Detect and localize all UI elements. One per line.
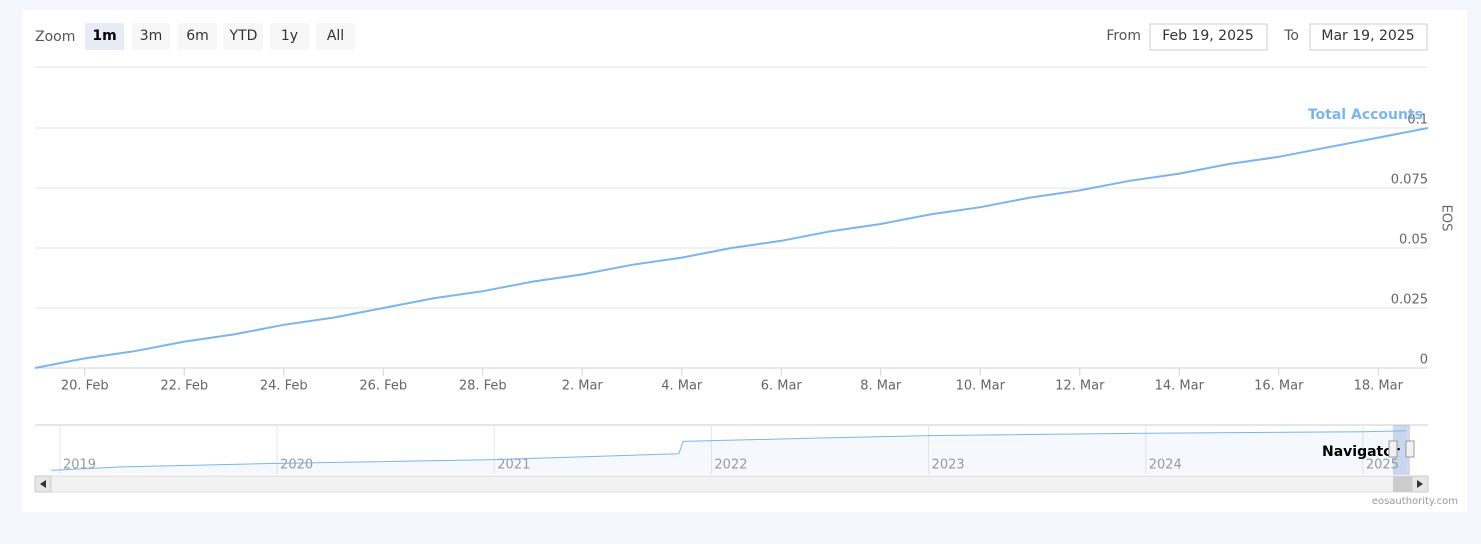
zoom-button-label[interactable]: 1m xyxy=(92,28,116,44)
x-tick-label: 16. Mar xyxy=(1254,379,1304,394)
navigator-tick-label: 2021 xyxy=(497,458,530,473)
x-tick-label: 22. Feb xyxy=(160,379,208,394)
scrollbar-track[interactable] xyxy=(34,475,1429,493)
zoom-button[interactable] xyxy=(178,23,217,50)
zoom-button[interactable] xyxy=(85,23,124,50)
navigator-handle[interactable] xyxy=(1405,440,1415,458)
card xyxy=(22,10,1467,512)
x-tick-label: 14. Mar xyxy=(1155,379,1205,394)
to-label: To xyxy=(1283,28,1299,44)
scroll-thumb[interactable] xyxy=(1393,476,1412,492)
navigator-handle[interactable] xyxy=(1388,440,1398,458)
zoom-button-label[interactable]: 3m xyxy=(140,28,163,44)
x-tick-label: 10. Mar xyxy=(956,379,1006,394)
navigator-mask xyxy=(1393,425,1410,475)
to-input[interactable] xyxy=(1309,23,1428,51)
y-tick-label: 0.1 xyxy=(1407,113,1428,128)
zoom-button[interactable] xyxy=(224,23,263,50)
x-tick-label: 2. Mar xyxy=(562,379,604,394)
navigator-tick-label: 2024 xyxy=(1149,458,1182,473)
from-value[interactable]: Feb 19, 2025 xyxy=(1162,28,1254,44)
navigator-tick-label: 2022 xyxy=(714,458,747,473)
arrow xyxy=(1417,480,1423,488)
navigator-line xyxy=(51,430,1407,471)
y-tick-label: 0.075 xyxy=(1391,173,1428,188)
zoom-button-label[interactable]: YTD xyxy=(229,28,258,44)
x-tick-label: 4. Mar xyxy=(661,379,703,394)
from-label: From xyxy=(1106,28,1141,44)
y-tick-label: 0 xyxy=(1420,353,1428,368)
navigator-tick-label: 2020 xyxy=(280,458,313,473)
navigator-tick-label: 2023 xyxy=(932,458,965,473)
y-tick-label: 0.05 xyxy=(1399,233,1428,248)
arrow xyxy=(40,480,46,488)
navigator-tick-label: 2025 xyxy=(1366,458,1399,473)
zoom-button[interactable] xyxy=(270,23,309,50)
credits[interactable]: eosauthority.com xyxy=(1372,496,1458,507)
zoom-button-label[interactable]: 6m xyxy=(186,28,209,44)
x-tick-label: 12. Mar xyxy=(1055,379,1105,394)
y-axis-label: EOS xyxy=(1439,205,1454,232)
navigator-label: Navigator xyxy=(1322,444,1400,460)
series-line xyxy=(34,127,1429,369)
navigator-area xyxy=(51,430,1407,474)
zoom-label: Zoom xyxy=(35,29,75,45)
x-tick-label: 8. Mar xyxy=(860,379,902,394)
from-input[interactable] xyxy=(1149,23,1268,51)
x-tick-label: 28. Feb xyxy=(459,379,507,394)
x-tick-label: 24. Feb xyxy=(260,379,308,394)
y-tick-label: 0.025 xyxy=(1391,293,1428,308)
x-tick-label: 18. Mar xyxy=(1354,379,1404,394)
series-label: Total Accounts xyxy=(1308,107,1423,123)
x-tick-label: 20. Feb xyxy=(61,379,109,394)
zoom-button-label[interactable]: 1y xyxy=(281,28,298,44)
zoom-button[interactable] xyxy=(316,23,355,50)
x-tick-label: 26. Feb xyxy=(359,379,407,394)
zoom-button[interactable] xyxy=(132,23,170,50)
x-tick-label: 6. Mar xyxy=(761,379,803,394)
to-value[interactable]: Mar 19, 2025 xyxy=(1321,28,1414,44)
zoom-button-label[interactable]: All xyxy=(327,28,344,44)
